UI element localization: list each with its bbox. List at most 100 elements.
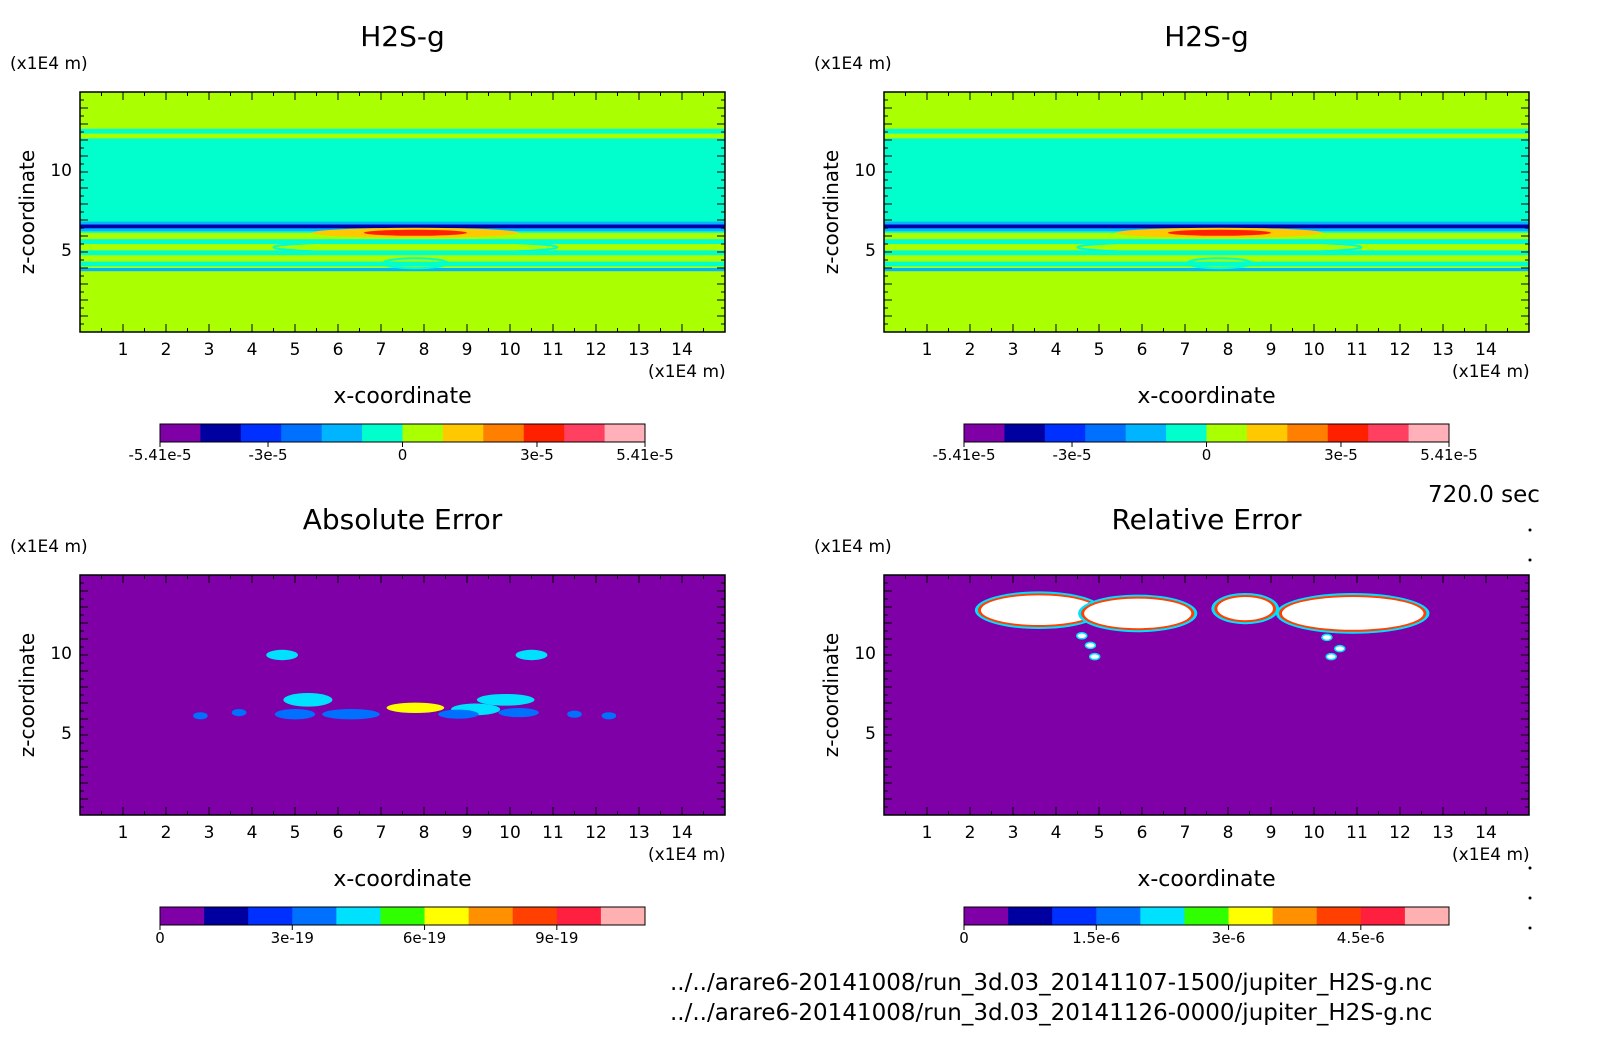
marker-dot [1528,926,1532,930]
colorbar-cell [964,424,1005,442]
y-axis-label: z-coordinate [15,149,39,275]
y-tick-label: 10 [50,161,72,181]
field-anomaly [283,693,333,707]
y-axis-label: z-coordinate [819,632,843,758]
colorbar-cell [1008,907,1053,925]
x-tick-label: 1 [921,340,933,360]
field-band [884,128,1529,134]
field-anomaly [567,710,582,718]
field-anomaly [1076,632,1088,640]
x-tick-label: 2 [160,823,172,843]
colorbar-cell [1052,907,1097,925]
x-axis-label: x-coordinate [1137,867,1276,892]
field-anomaly [386,702,445,713]
field-anomaly [322,709,380,720]
field-anomaly [438,709,479,719]
colorbar-cell [321,424,363,442]
colorbar-cell [240,424,282,442]
colorbar-cell [556,907,602,925]
x-tick-label: 11 [1346,823,1368,843]
x-tick-label: 14 [1475,823,1497,843]
colorbar-tick-label: 3e-5 [1324,446,1358,464]
colorbar-cell [380,907,426,925]
field-anomaly [231,709,247,717]
x-tick-label: 13 [1432,340,1454,360]
colorbar-tick-label: 5.41e-5 [616,446,674,464]
colorbar-cell [1327,424,1369,442]
x-tick-label: 9 [1265,823,1277,843]
colorbar-cell [1368,424,1410,442]
x-tick-label: 4 [246,340,258,360]
x-tick-label: 13 [628,823,650,843]
x-tick-label: 12 [585,340,607,360]
field-background [80,575,725,815]
y-axis-label: z-coordinate [819,149,843,275]
x-tick-label: 4 [1050,823,1062,843]
colorbar-cell [1316,907,1362,925]
x-tick-label: 12 [1389,340,1411,360]
x-axis-label: x-coordinate [1137,384,1276,409]
field-anomaly [1076,240,1363,255]
colorbar-cell [564,424,606,442]
colorbar-cell [483,424,525,442]
x-tick-label: 6 [1136,340,1148,360]
x-tick-label: 3 [203,340,215,360]
colorbar-cell [160,424,201,442]
colorbar-cell [1140,907,1185,925]
field-anomaly [274,709,316,720]
x-tick-label: 10 [1303,340,1325,360]
marker-dot [1528,558,1532,562]
x-tick-label: 5 [1093,340,1105,360]
colorbar-cell [1287,424,1329,442]
field-band [884,261,1529,267]
file-path-2: ../../arare6-20141008/run_3d.03_20141126… [670,1000,1433,1026]
field-anomaly [272,240,559,255]
colorbar-tick-label: 0 [1201,446,1212,464]
field-band [80,128,725,134]
colorbar-cell [468,907,514,925]
field-band [80,224,725,228]
field-anomaly [266,649,298,661]
colorbar-tick-label: 0 [959,929,969,947]
field-anomaly [1321,633,1333,642]
field-anomaly [1325,652,1337,661]
y-tick-label: 5 [61,241,72,261]
colorbar-cell [336,907,381,925]
colorbar-cell [1085,424,1127,442]
file-path-1: ../../arare6-20141008/run_3d.03_20141107… [670,970,1433,996]
colorbar-cell [160,907,205,925]
colorbar-cell [1360,907,1406,925]
x-tick-label: 11 [1346,340,1368,360]
colorbar-tick-label: 1.5e-6 [1072,929,1121,947]
colorbar-cell [1096,907,1141,925]
colorbar-tick-label: 3e-19 [270,929,314,947]
x-tick-label: 14 [1475,340,1497,360]
x-tick-label: 14 [671,340,693,360]
x-tick-label: 11 [542,823,564,843]
field-anomaly [1281,597,1424,630]
field-anomaly [382,257,449,270]
x-tick-label: 2 [160,340,172,360]
x-tick-label: 4 [246,823,258,843]
x-tick-label: 5 [289,340,301,360]
colorbar-tick-label: 6e-19 [402,929,447,947]
colorbar-tick-label: -3e-5 [1052,446,1092,464]
field-anomaly [476,693,535,706]
colorbar-tick-label: 3e-5 [520,446,554,464]
colorbar-cell [292,907,337,925]
marker-dot [1528,866,1532,870]
x-tick-label: 7 [375,340,387,360]
colorbar-cell [1044,424,1086,442]
colorbar-cell [600,907,646,925]
colorbar-cell [604,424,646,442]
x-unit-label: (x1E4 m) [1452,845,1530,865]
x-tick-label: 5 [1093,823,1105,843]
field-anomaly [193,712,208,720]
field-anomaly [498,708,539,718]
x-axis-label: x-coordinate [333,384,472,409]
time-label: 720.0 sec [1428,482,1540,508]
panel-title: Relative Error [1111,503,1302,536]
field-anomaly [1167,229,1271,236]
x-tick-label: 10 [499,823,521,843]
